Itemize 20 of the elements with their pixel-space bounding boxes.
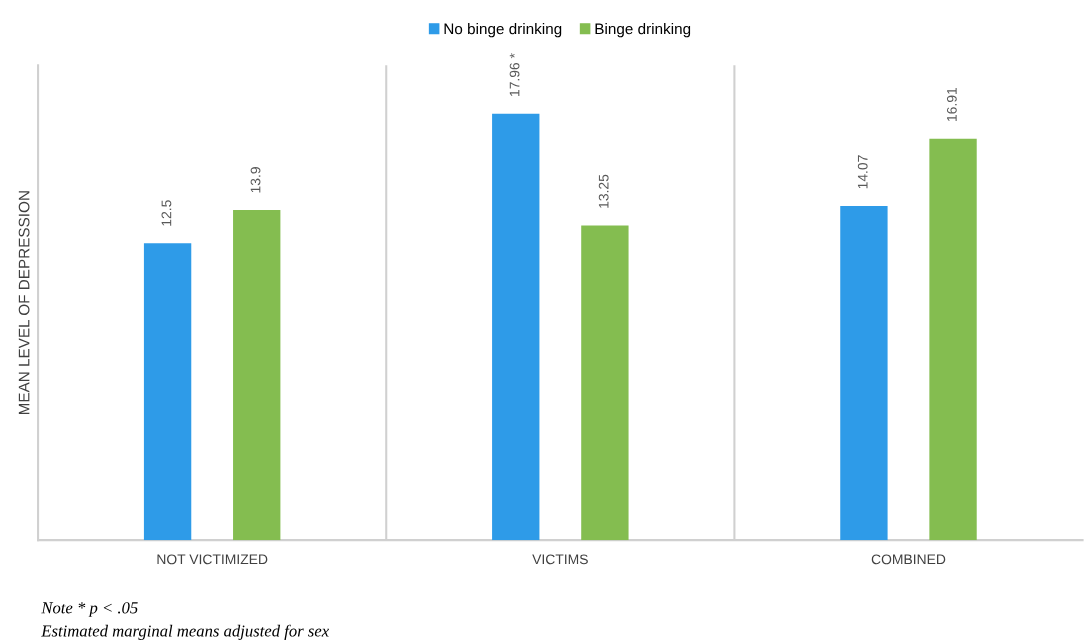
data-label: 17.96 * — [509, 53, 520, 96]
bar — [143, 243, 192, 541]
data-label: 12.5 — [161, 200, 172, 226]
data-label: 13.9 — [250, 167, 261, 193]
legend-label: No binge drinking — [444, 23, 562, 38]
x-tick-label: NOT VICTIMIZED — [157, 554, 268, 565]
data-label: 13.25 — [598, 174, 609, 208]
legend-label: Binge drinking — [595, 23, 691, 38]
bar — [840, 206, 888, 541]
data-label: 16.91 — [946, 87, 957, 121]
x-tick-label: VICTIMS — [532, 554, 588, 565]
text: Note * p < .05 — [41, 602, 138, 617]
bar — [492, 113, 540, 541]
x-tick-label: COMBINED — [871, 554, 946, 565]
text: Estimated marginal means adjusted for sex — [41, 624, 329, 640]
bar — [929, 138, 977, 541]
bar — [233, 210, 281, 541]
bar — [581, 225, 629, 541]
y-axis-title: MEAN LEVEL OF DEPRESSION — [18, 191, 30, 415]
data-label: 14.07 — [857, 155, 868, 189]
